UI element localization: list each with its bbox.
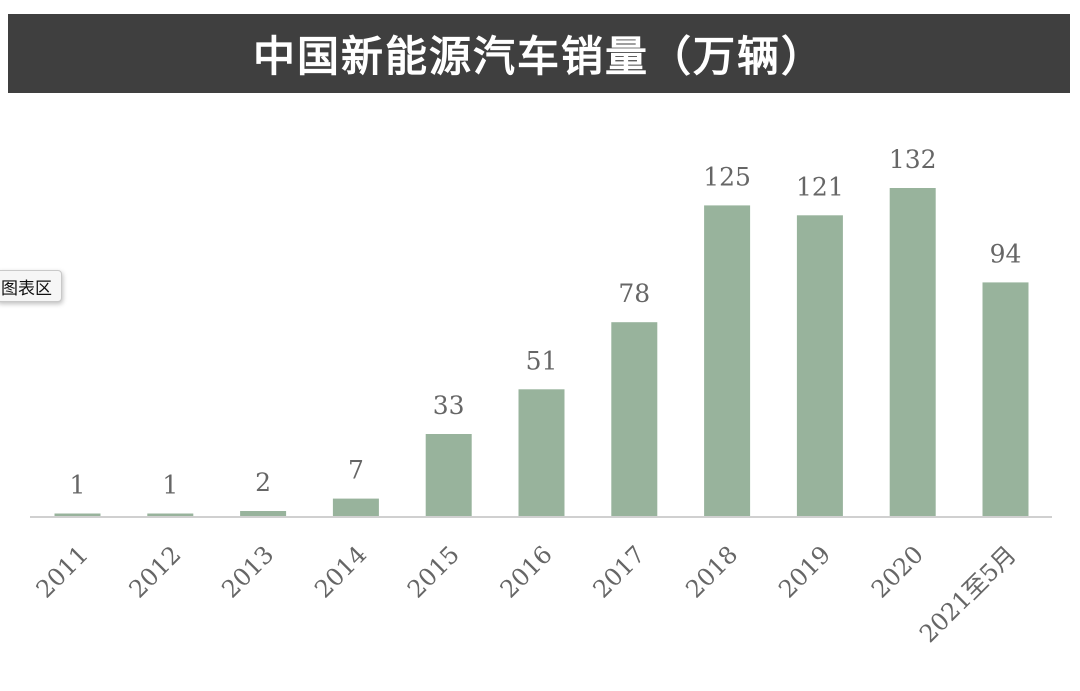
bar-2017[interactable] bbox=[611, 322, 658, 516]
bar-2016[interactable] bbox=[518, 389, 565, 516]
bars-group bbox=[54, 188, 1029, 517]
data-label-2016: 51 bbox=[526, 346, 558, 375]
data-label-2019: 121 bbox=[796, 172, 844, 201]
x-tick-label-2017: 2017 bbox=[588, 540, 651, 603]
data-label-2021至5月: 94 bbox=[990, 239, 1022, 268]
x-tick-label-2020: 2020 bbox=[866, 540, 929, 603]
bar-2012[interactable] bbox=[147, 513, 194, 517]
bar-2020[interactable] bbox=[889, 188, 936, 516]
bar-2019[interactable] bbox=[796, 215, 843, 517]
x-tick-label-2014: 2014 bbox=[309, 540, 372, 603]
x-tick-label-2016: 2016 bbox=[495, 540, 558, 603]
bar-2015[interactable] bbox=[425, 434, 472, 516]
x-tick-label-2018: 2018 bbox=[680, 540, 743, 603]
chart-area-tooltip: 图表区 bbox=[0, 270, 62, 302]
data-label-2020: 132 bbox=[889, 145, 937, 174]
bar-2021至5月[interactable] bbox=[982, 282, 1029, 516]
bar-2014[interactable] bbox=[332, 498, 379, 516]
x-tick-label-2019: 2019 bbox=[773, 540, 836, 603]
data-label-2017: 78 bbox=[618, 279, 650, 308]
data-label-2018: 125 bbox=[703, 162, 751, 191]
data-label-2011: 1 bbox=[70, 471, 86, 500]
data-labels-group: 1 1 2 7 33 51 78 125 121 132 94 bbox=[70, 145, 1022, 500]
chart-title-bar: 中国新能源汽车销量（万辆） bbox=[8, 14, 1070, 93]
x-tick-label-2015: 2015 bbox=[402, 540, 465, 603]
data-label-2015: 33 bbox=[433, 391, 465, 420]
x-tick-label-2013: 2013 bbox=[216, 540, 279, 603]
x-axis-tick-labels: 2011 2012 2013 2014 2015 2016 2017 2018 2019 2020… bbox=[31, 540, 1022, 648]
data-label-2013: 2 bbox=[255, 468, 271, 497]
chart-title: 中国新能源汽车销量（万辆） bbox=[252, 32, 825, 81]
bar-2013[interactable] bbox=[240, 511, 287, 516]
data-label-2012: 1 bbox=[162, 471, 178, 500]
data-label-2014: 7 bbox=[348, 456, 364, 485]
bar-2018[interactable] bbox=[704, 205, 751, 516]
x-tick-label-2021至5月: 2021至5月 bbox=[914, 540, 1022, 648]
x-tick-label-2012: 2012 bbox=[124, 540, 187, 603]
bar-2011[interactable] bbox=[54, 513, 101, 517]
x-tick-label-2011: 2011 bbox=[31, 540, 94, 603]
